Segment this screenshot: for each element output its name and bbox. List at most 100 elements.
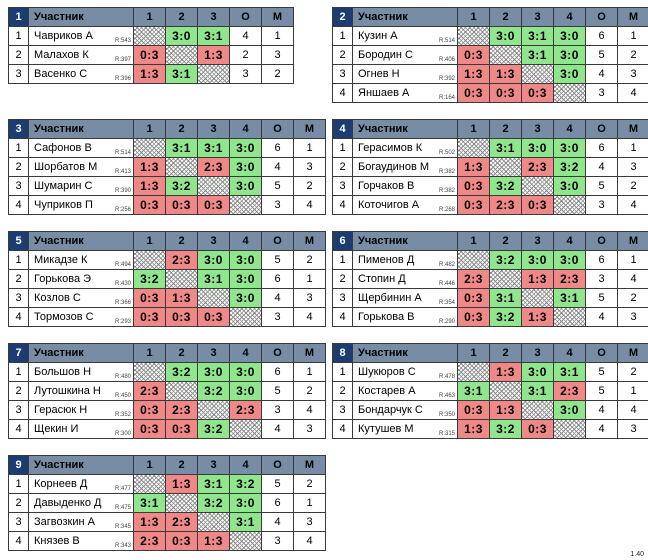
player-place: 2 (293, 474, 326, 494)
player-row: 2 Малахов К R:397 0:3 1:3 2 3 (8, 45, 294, 65)
player-name-text: Чавриков А (34, 30, 93, 42)
match-score: 2:3 (457, 269, 490, 289)
player-number: 3 (8, 176, 29, 196)
player-points: 5 (261, 474, 294, 494)
match-score: 3:1 (197, 269, 230, 289)
player-rating: R:494 (114, 262, 131, 268)
group-table-2: 2 Участник 1 2 3 4 О М 1 Кузин А R:514 3:0 3:1 3:0 6 1 2… (332, 7, 648, 103)
opponent-col-header: 3 (197, 231, 230, 251)
match-score: 3:1 (197, 26, 230, 46)
self-cell (229, 531, 262, 551)
match-score: 3:0 (553, 45, 586, 65)
player-name-text: Герасюк Н (34, 404, 88, 416)
player-points: 3 (261, 195, 294, 215)
self-cell (165, 157, 198, 177)
player-points: 4 (585, 400, 618, 420)
match-score: 0:3 (133, 419, 166, 439)
player-row: 2 Лутошкина Н R:450 2:3 3:2 3:0 5 2 (8, 381, 326, 401)
player-name: Лутошкина Н R:450 (28, 381, 134, 401)
player-row: 2 Костарев А R:463 3:1 3:1 2:3 5 1 (332, 381, 648, 401)
player-name: Бондарчук С R:350 (352, 400, 458, 420)
player-rating: R:482 (438, 262, 455, 268)
player-name-text: Козлов С (34, 292, 81, 304)
participant-header: Участник (352, 231, 458, 251)
player-points: 3 (261, 531, 294, 551)
player-name: Герасюк Н R:352 (28, 400, 134, 420)
match-score: 1:3 (489, 400, 522, 420)
player-rating: R:514 (114, 150, 131, 156)
match-score: 0:3 (489, 83, 522, 103)
match-score: 3:1 (197, 474, 230, 494)
opponent-col-header: 1 (133, 231, 166, 251)
player-place: 1 (617, 381, 648, 401)
match-score: 0:3 (457, 400, 490, 420)
player-place: 2 (617, 45, 648, 65)
match-score: 2:3 (553, 381, 586, 401)
player-place: 4 (617, 400, 648, 420)
player-name-text: Малахов К (34, 49, 89, 61)
self-cell (197, 176, 230, 196)
opponent-col-header: 2 (489, 343, 522, 363)
match-score: 0:3 (457, 83, 490, 103)
opponent-col-header: 4 (229, 231, 262, 251)
player-place: 2 (617, 176, 648, 196)
player-name-text: Чуприков П (34, 199, 93, 211)
place-header: М (617, 119, 648, 139)
match-score: 0:3 (521, 419, 554, 439)
player-number: 4 (332, 83, 353, 103)
self-cell (165, 45, 198, 65)
player-place: 3 (617, 307, 648, 327)
player-number: 2 (8, 45, 29, 65)
player-rating: R:290 (438, 319, 455, 325)
match-score: 2:3 (197, 157, 230, 177)
player-name: Герасимов К R:502 (352, 138, 458, 158)
participant-header: Участник (352, 7, 458, 27)
player-number: 4 (332, 195, 353, 215)
player-number: 3 (332, 288, 353, 308)
player-name: Сафонов В R:514 (28, 138, 134, 158)
match-score: 3:0 (197, 362, 230, 382)
player-row: 2 Давыденко Д R:475 3:1 3:2 3:0 6 1 (8, 493, 326, 513)
points-header: О (585, 7, 618, 27)
opponent-col-header: 3 (521, 119, 554, 139)
player-row: 4 Князев В R:343 2:3 0:3 1:3 3 4 (8, 531, 326, 551)
player-place: 3 (617, 64, 648, 84)
opponent-col-header: 1 (457, 7, 490, 27)
self-cell (489, 157, 522, 177)
player-place: 3 (293, 288, 326, 308)
player-points: 6 (585, 26, 618, 46)
player-number: 1 (332, 138, 353, 158)
self-cell (197, 288, 230, 308)
player-name: Горькова В R:290 (352, 307, 458, 327)
player-rating: R:382 (438, 188, 455, 194)
match-score: 0:3 (133, 400, 166, 420)
player-name-text: Кузин А (358, 30, 398, 42)
match-score: 3:0 (553, 138, 586, 158)
participant-header: Участник (28, 343, 134, 363)
self-cell (197, 400, 230, 420)
player-place: 3 (293, 419, 326, 439)
opponent-col-header: 1 (133, 343, 166, 363)
player-place: 3 (617, 419, 648, 439)
match-score: 3:1 (165, 138, 198, 158)
group-header-row: 7 Участник 1 2 3 4 О М (8, 343, 326, 363)
opponent-col-header: 2 (165, 119, 198, 139)
player-place: 4 (617, 195, 648, 215)
match-score: 1:3 (521, 307, 554, 327)
player-name: Горчаков В R:382 (352, 176, 458, 196)
player-name: Бородин С R:406 (352, 45, 458, 65)
player-points: 5 (585, 45, 618, 65)
match-score: 2:3 (553, 269, 586, 289)
player-points: 3 (585, 195, 618, 215)
group-header-row: 2 Участник 1 2 3 4 О М (332, 7, 648, 27)
match-score: 3:2 (197, 493, 230, 513)
match-score: 2:3 (165, 512, 198, 532)
match-score: 1:3 (165, 288, 198, 308)
opponent-col-header: 4 (553, 7, 586, 27)
participant-header: Участник (352, 119, 458, 139)
match-score: 3:1 (457, 381, 490, 401)
match-score: 0:3 (165, 195, 198, 215)
match-score: 3:0 (229, 362, 262, 382)
opponent-col-header: 2 (165, 455, 198, 475)
player-place: 2 (293, 381, 326, 401)
